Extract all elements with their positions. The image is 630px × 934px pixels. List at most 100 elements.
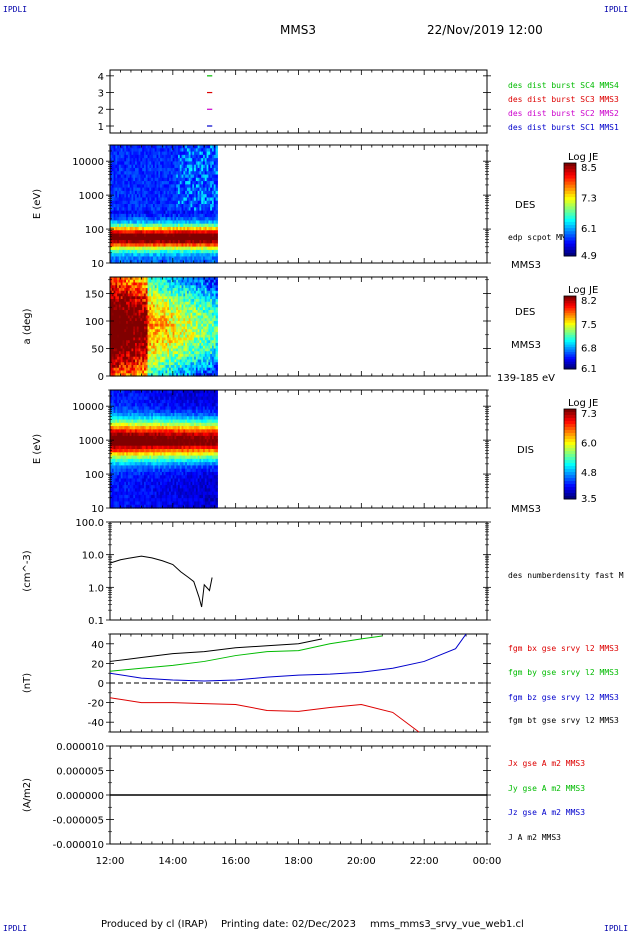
des-pitch-cell [149, 348, 152, 352]
des-energy-cell [172, 167, 176, 172]
des-energy-cell [165, 246, 168, 251]
des-pitch-cell [192, 367, 195, 372]
des-energy-cell [194, 259, 197, 264]
des-energy-cell [154, 217, 158, 221]
des-energy-cell [111, 187, 115, 192]
des-energy-cell [133, 187, 136, 192]
des-energy-cell [138, 220, 142, 225]
footer-produced-by: Produced by cl (IRAP) [101, 919, 208, 930]
des-pitch-cell [211, 307, 215, 311]
des-pitch-cell [138, 348, 142, 352]
des-pitch-cell [210, 356, 213, 361]
des-energy-cell [154, 161, 158, 166]
des-pitch-cell [210, 340, 213, 344]
des-energy-cell [143, 154, 147, 159]
des-energy-cell [206, 194, 209, 199]
des-energy-cell [147, 243, 150, 248]
des-pitch-cell [204, 312, 208, 317]
des-energy-cell [133, 246, 136, 251]
des-pitch-cell [131, 323, 134, 328]
des-energy-cell [145, 194, 149, 199]
des-energy-colorbar [564, 221, 576, 226]
dis-energy-cell [120, 406, 124, 411]
des-energy-cell [190, 243, 193, 248]
des-pitch-cell [138, 321, 142, 325]
des-pitch-cell [135, 362, 138, 366]
des-pitch-cell [190, 373, 193, 377]
des-energy-cell [197, 249, 201, 254]
des-energy-cell [169, 236, 172, 241]
des-pitch-cell [152, 318, 156, 322]
des-pitch-cell [135, 359, 138, 363]
des-pitch-cell [177, 329, 181, 333]
dis-energy-cell [117, 475, 120, 480]
des-energy-cell [188, 240, 192, 244]
des-energy-cell [117, 194, 120, 199]
des-pitch-cell [208, 318, 211, 322]
des-pitch-cell [135, 367, 138, 372]
des-energy-cell [138, 236, 142, 241]
des-energy-cell [181, 204, 184, 208]
des-pitch-cell [190, 323, 193, 328]
des-pitch-cell [185, 321, 188, 325]
des-pitch-cell [158, 323, 161, 328]
des-energy-cell [199, 256, 202, 261]
des-pitch-cell [111, 348, 115, 352]
des-pitch-cell [154, 370, 158, 374]
des-energy-cell [122, 187, 125, 192]
des-pitch-cell [201, 326, 204, 330]
des-pitch-cell [120, 307, 124, 311]
des-pitch-cell [133, 321, 136, 325]
des-pitch-cell [199, 354, 202, 358]
des-energy-cell [185, 240, 188, 244]
des-energy-y-tick-label: 100 [85, 225, 104, 236]
des-energy-cell [160, 181, 163, 185]
des-pitch-cell [126, 359, 129, 363]
des-pitch-cell [186, 337, 190, 341]
des-energy-cell [145, 167, 149, 172]
des-energy-cell [174, 145, 177, 149]
des-pitch-cell [181, 312, 184, 317]
des-energy-cell [185, 158, 188, 162]
des-energy-cell [181, 236, 184, 241]
des-energy-cell [161, 145, 165, 149]
des-pitch-cell [177, 323, 181, 328]
des-energy-cell [152, 145, 156, 149]
dis-energy-cell [120, 498, 124, 503]
des-pitch-cell [174, 293, 177, 297]
dis-energy-cell [113, 416, 116, 421]
des-energy-cell [156, 181, 159, 185]
des-energy-cell [170, 233, 174, 238]
des-pitch-cell [111, 332, 115, 336]
des-energy-cell [194, 204, 197, 208]
des-energy-cell [142, 226, 145, 231]
dis-energy-cell [111, 435, 115, 440]
des-pitch-cell [120, 351, 124, 355]
des-energy-cell [199, 145, 202, 149]
des-pitch-cell [179, 373, 183, 377]
des-energy-cell [163, 223, 167, 228]
dis-energy-cell [113, 468, 116, 473]
des-energy-cell [124, 164, 127, 169]
des-energy-cell [111, 148, 115, 153]
des-energy-cell [118, 148, 122, 153]
des-pitch-cell [170, 290, 174, 295]
des-energy-cell [158, 240, 161, 244]
des-pitch-colorbar [564, 337, 576, 341]
des-pitch-cell [179, 345, 183, 350]
des-energy-cell [111, 220, 115, 225]
des-pitch-cell [161, 293, 165, 297]
des-energy-cell [160, 226, 163, 231]
des-energy-cell [122, 256, 125, 261]
des-pitch-cell [170, 340, 174, 344]
des-energy-cell [111, 236, 115, 241]
des-energy-cell [204, 256, 208, 261]
des-pitch-cell [190, 354, 193, 358]
des-energy-cell [186, 230, 190, 235]
des-energy-cell [172, 223, 176, 228]
des-energy-cell [117, 158, 120, 162]
des-pitch-cell [133, 277, 136, 281]
des-energy-cell [145, 197, 149, 202]
des-pitch-cell [203, 321, 206, 325]
des-energy-cell [179, 145, 183, 149]
